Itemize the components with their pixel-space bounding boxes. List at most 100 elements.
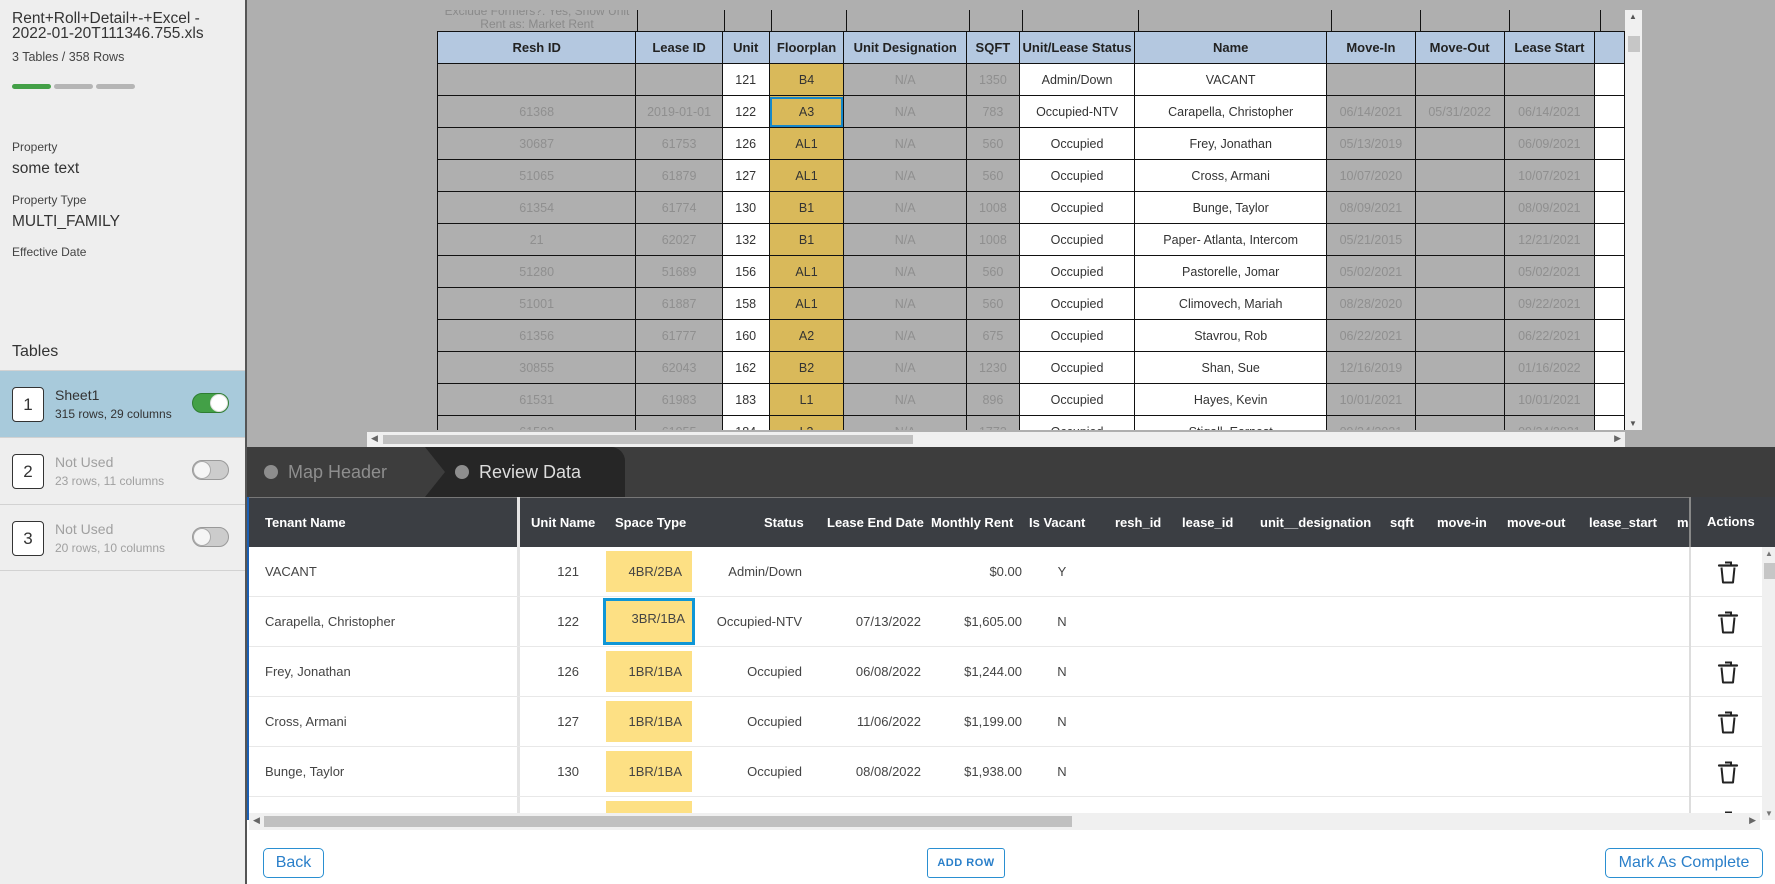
cell-resh-id[interactable]: 51280 xyxy=(437,255,637,288)
cell-unit[interactable]: 121 xyxy=(721,63,770,96)
cell-floorplan[interactable]: B4 xyxy=(768,63,845,96)
cell-unit[interactable]: 122 xyxy=(721,95,770,128)
cell-name[interactable]: Paper- Atlanta, Intercom xyxy=(1134,223,1328,256)
cell-status[interactable]: Occupied xyxy=(747,664,802,679)
scroll-thumb[interactable] xyxy=(383,435,913,444)
cell-move-out[interactable] xyxy=(1414,351,1505,384)
scroll-right-arrow-icon[interactable]: ▶ xyxy=(1749,815,1756,825)
delete-row-trash-icon[interactable] xyxy=(1716,559,1740,585)
cell-unit[interactable]: 126 xyxy=(721,127,770,160)
cell-lease-id[interactable]: 51689 xyxy=(635,255,723,288)
cell-unit[interactable]: 127 xyxy=(721,159,770,192)
cell-unit[interactable]: 158 xyxy=(721,287,770,320)
cell-unit-designation[interactable]: N/A xyxy=(843,351,967,384)
scroll-thumb[interactable] xyxy=(1764,563,1775,579)
cell-sqft[interactable]: 1230 xyxy=(965,351,1020,384)
cell-lease-id[interactable]: 61753 xyxy=(635,127,723,160)
col-unit-designation[interactable]: Unit Designation xyxy=(843,31,967,64)
cell-lease-id[interactable]: 61777 xyxy=(635,319,723,352)
header-space-type[interactable]: Space Type xyxy=(615,515,687,530)
cell-move-in[interactable]: 06/22/2021 xyxy=(1326,319,1416,352)
cell-move-out[interactable] xyxy=(1414,63,1505,96)
cell-name[interactable]: Stavrou, Rob xyxy=(1134,319,1328,352)
cell-status[interactable]: Occupied xyxy=(1018,383,1136,416)
cell-unit[interactable]: 130 xyxy=(721,191,770,224)
header-tenant-name[interactable]: Tenant Name xyxy=(265,515,346,530)
table-row[interactable]: Carapella, Christopher 122 3BR/1BA Occupied… xyxy=(249,597,1759,647)
cell-status[interactable]: Admin/Down xyxy=(1018,63,1136,96)
cell-sqft[interactable]: 1773 xyxy=(965,415,1020,430)
cell-lease-start[interactable]: 09/24/2021 xyxy=(1503,415,1596,430)
cell-unit[interactable]: 183 xyxy=(721,383,770,416)
preview-horizontal-scrollbar[interactable]: ◀ ▶ xyxy=(367,432,1625,447)
cell-tenant-name[interactable]: Frey, Jonathan xyxy=(265,664,351,679)
cell-lease-start[interactable]: 05/02/2021 xyxy=(1503,255,1596,288)
step-map-header[interactable]: Map Header xyxy=(264,447,387,497)
cell-sqft[interactable]: 560 xyxy=(965,287,1020,320)
cell-monthly-rent[interactable]: $1,605.00 xyxy=(964,614,1022,629)
cell-is-vacant[interactable]: Y xyxy=(1057,564,1067,579)
cell-name[interactable]: Shan, Sue xyxy=(1134,351,1328,384)
cell-unit-designation[interactable]: N/A xyxy=(843,255,967,288)
cell-move-in[interactable] xyxy=(1326,63,1416,96)
cell-unit-name[interactable]: 127 xyxy=(557,714,579,729)
cell-lease-id[interactable]: 61983 xyxy=(635,383,723,416)
table-row[interactable]: Bunge, Taylor 130 1BR/1BA Occupied 08/08/202… xyxy=(249,747,1759,797)
scroll-thumb[interactable] xyxy=(1628,36,1640,52)
cell-floorplan[interactable]: B1 xyxy=(768,191,845,224)
cell-floorplan[interactable]: AL1 xyxy=(768,255,845,288)
cell-sqft[interactable]: 1008 xyxy=(965,191,1020,224)
cell-unit[interactable]: 156 xyxy=(721,255,770,288)
header-unit-designation[interactable]: unit__designation xyxy=(1260,515,1372,530)
cell-unit[interactable]: 160 xyxy=(721,319,770,352)
cell-sqft[interactable]: 675 xyxy=(965,319,1020,352)
delete-row-trash-icon[interactable] xyxy=(1716,709,1740,735)
cell-unit-name[interactable]: 121 xyxy=(557,564,579,579)
cell-floorplan[interactable]: L3 xyxy=(768,415,845,430)
step-review-data[interactable]: Review Data xyxy=(425,447,625,497)
cell-resh-id[interactable]: 61503 xyxy=(437,415,637,430)
scroll-thumb[interactable] xyxy=(264,816,1072,827)
cell-move-in[interactable]: 05/02/2021 xyxy=(1326,255,1416,288)
cell-space-type[interactable]: 3BR/1BA xyxy=(603,598,695,645)
grid-vertical-scrollbar[interactable]: ▲ ▼ xyxy=(1762,547,1775,820)
cell-move-in[interactable]: 10/07/2020 xyxy=(1326,159,1416,192)
table-item-3[interactable]: 3 Not Used 20 rows, 10 columns xyxy=(0,504,245,571)
cell-status[interactable]: Occupied-NTV xyxy=(716,614,802,629)
cell-unit[interactable]: 162 xyxy=(721,351,770,384)
cell-status[interactable]: Occupied xyxy=(1018,351,1136,384)
cell-unit-designation[interactable]: N/A xyxy=(843,63,967,96)
header-monthly-rent[interactable]: Monthly Rent xyxy=(931,515,1014,530)
cell-resh-id[interactable]: 51065 xyxy=(437,159,637,192)
cell-lease-id[interactable]: 61887 xyxy=(635,287,723,320)
cell-space-type[interactable]: 4BR/2BA xyxy=(606,551,692,592)
cell-lease-id[interactable]: 61879 xyxy=(635,159,723,192)
cell-lease-start[interactable]: 01/16/2022 xyxy=(1503,351,1596,384)
cell-move-out[interactable] xyxy=(1414,255,1505,288)
header-is-vacant[interactable]: Is Vacant xyxy=(1029,515,1086,530)
cell-space-type[interactable]: 1BR/1BA xyxy=(606,751,692,792)
cell-status[interactable]: Occupied xyxy=(1018,415,1136,430)
cell-tenant-name[interactable]: Cross, Armani xyxy=(265,714,347,729)
cell-move-in[interactable]: 10/01/2021 xyxy=(1326,383,1416,416)
header-lease-id[interactable]: lease_id xyxy=(1182,515,1234,530)
cell-status[interactable]: Occupied xyxy=(1018,255,1136,288)
cell-status[interactable]: Occupied xyxy=(747,714,802,729)
cell-unit-designation[interactable]: N/A xyxy=(843,223,967,256)
cell-move-in[interactable]: 08/28/2020 xyxy=(1326,287,1416,320)
cell-sqft[interactable]: 560 xyxy=(965,127,1020,160)
col-move-out[interactable]: Move-Out xyxy=(1414,31,1505,64)
cell-unit-designation[interactable]: N/A xyxy=(843,127,967,160)
col-lease-start[interactable]: Lease Start xyxy=(1503,31,1596,64)
cell-lease-end-date[interactable]: 07/13/2022 xyxy=(855,614,921,629)
cell-sqft[interactable]: 560 xyxy=(965,255,1020,288)
cell-lease-start[interactable]: 09/22/2021 xyxy=(1503,287,1596,320)
cell-monthly-rent[interactable]: $1,199.00 xyxy=(964,714,1022,729)
cell-lease-start[interactable]: 10/01/2021 xyxy=(1503,383,1596,416)
cell-lease-id[interactable]: 61774 xyxy=(635,191,723,224)
cell-lease-id[interactable]: 62027 xyxy=(635,223,723,256)
cell-move-in[interactable]: 12/16/2019 xyxy=(1326,351,1416,384)
cell-tenant-name[interactable]: Bunge, Taylor xyxy=(265,764,345,779)
cell-sqft[interactable]: 896 xyxy=(965,383,1020,416)
col-lease-id[interactable]: Lease ID xyxy=(635,31,723,64)
